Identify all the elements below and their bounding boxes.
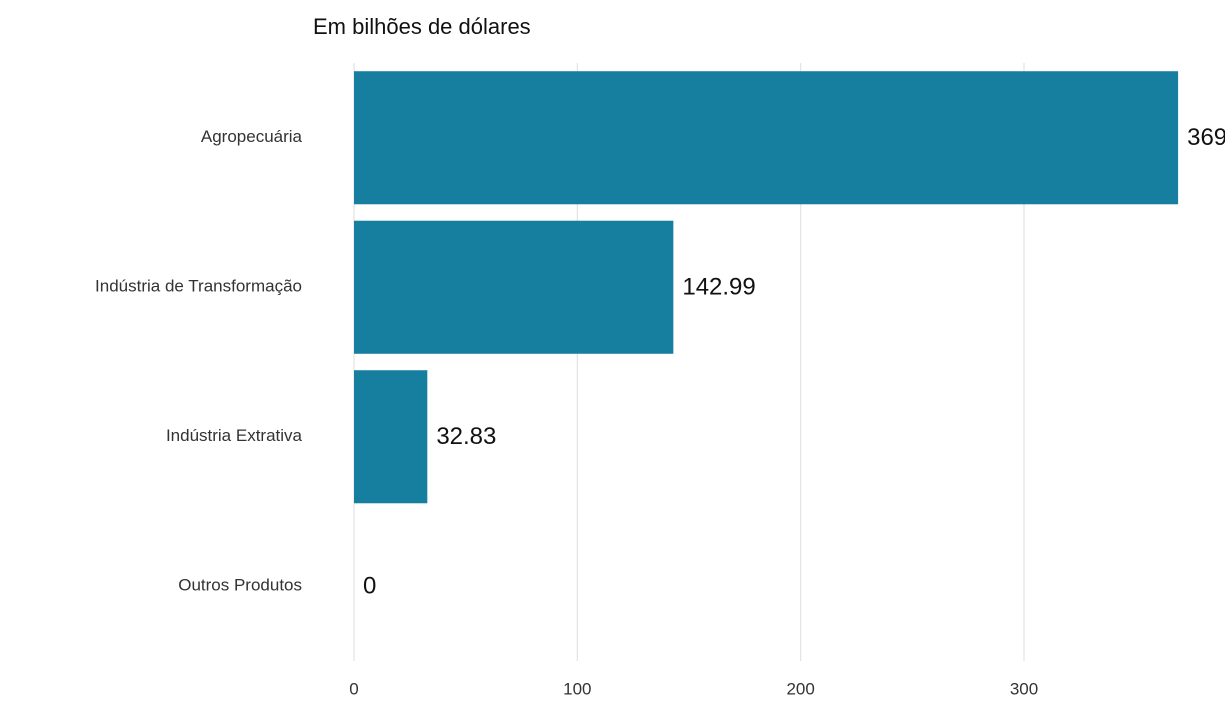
- chart-subtitle: Em bilhões de dólares: [313, 14, 531, 39]
- value-label: 0: [363, 573, 376, 600]
- x-tick-label: 300: [1010, 679, 1038, 698]
- bar: [354, 220, 674, 354]
- bar: [354, 370, 428, 504]
- x-tick-label: 200: [786, 679, 814, 698]
- y-tick-label: Outros Produtos: [178, 576, 302, 595]
- y-tick-label: Agropecuária: [201, 127, 303, 146]
- x-tick-label: 0: [349, 679, 358, 698]
- y-tick-label: Indústria Extrativa: [166, 426, 303, 445]
- value-label: 142.99: [682, 274, 755, 301]
- value-label: 32.83: [436, 423, 496, 450]
- x-tick-label: 100: [563, 679, 591, 698]
- value-label: 369: [1187, 124, 1225, 151]
- bar: [354, 71, 1179, 205]
- y-tick-label: Indústria de Transformação: [95, 277, 302, 296]
